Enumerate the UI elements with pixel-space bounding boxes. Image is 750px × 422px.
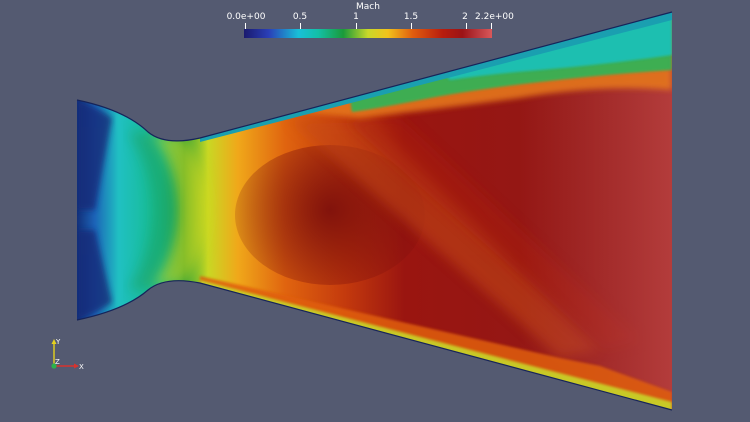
colorbar-tick-mark: [466, 23, 467, 29]
nozzle-upper-wall: [76, 11, 673, 142]
colorbar-tick-label: 0.5: [292, 12, 308, 22]
nozzle-lower-wall: [76, 280, 673, 411]
colorbar-tick-label: 2: [462, 12, 468, 22]
colorbar-tick-mark: [356, 23, 357, 29]
colorbar-title: Mach: [356, 2, 380, 12]
colorbar-tick-mark: [411, 23, 412, 29]
colorbar-tick-mark: [491, 23, 492, 29]
colorbar-tick-label: 1.5: [403, 12, 419, 22]
colorbar-tick-mark: [245, 23, 246, 29]
mach-contour-field: [77, 12, 672, 410]
colorbar-tick-mark: [300, 23, 301, 29]
colorbar-tick-label: 2.2e+00: [475, 12, 514, 22]
axis-y-label: Y: [55, 338, 61, 346]
colorbar-gradient: [244, 29, 492, 38]
colorbar-tick-label: 1: [353, 12, 359, 22]
orientation-axes-widget[interactable]: Y Z X: [46, 336, 90, 376]
colorbar-tick-label: 0.0e+00: [226, 12, 266, 22]
axis-x-label: X: [79, 363, 84, 371]
axis-z-label: Z: [55, 358, 60, 366]
